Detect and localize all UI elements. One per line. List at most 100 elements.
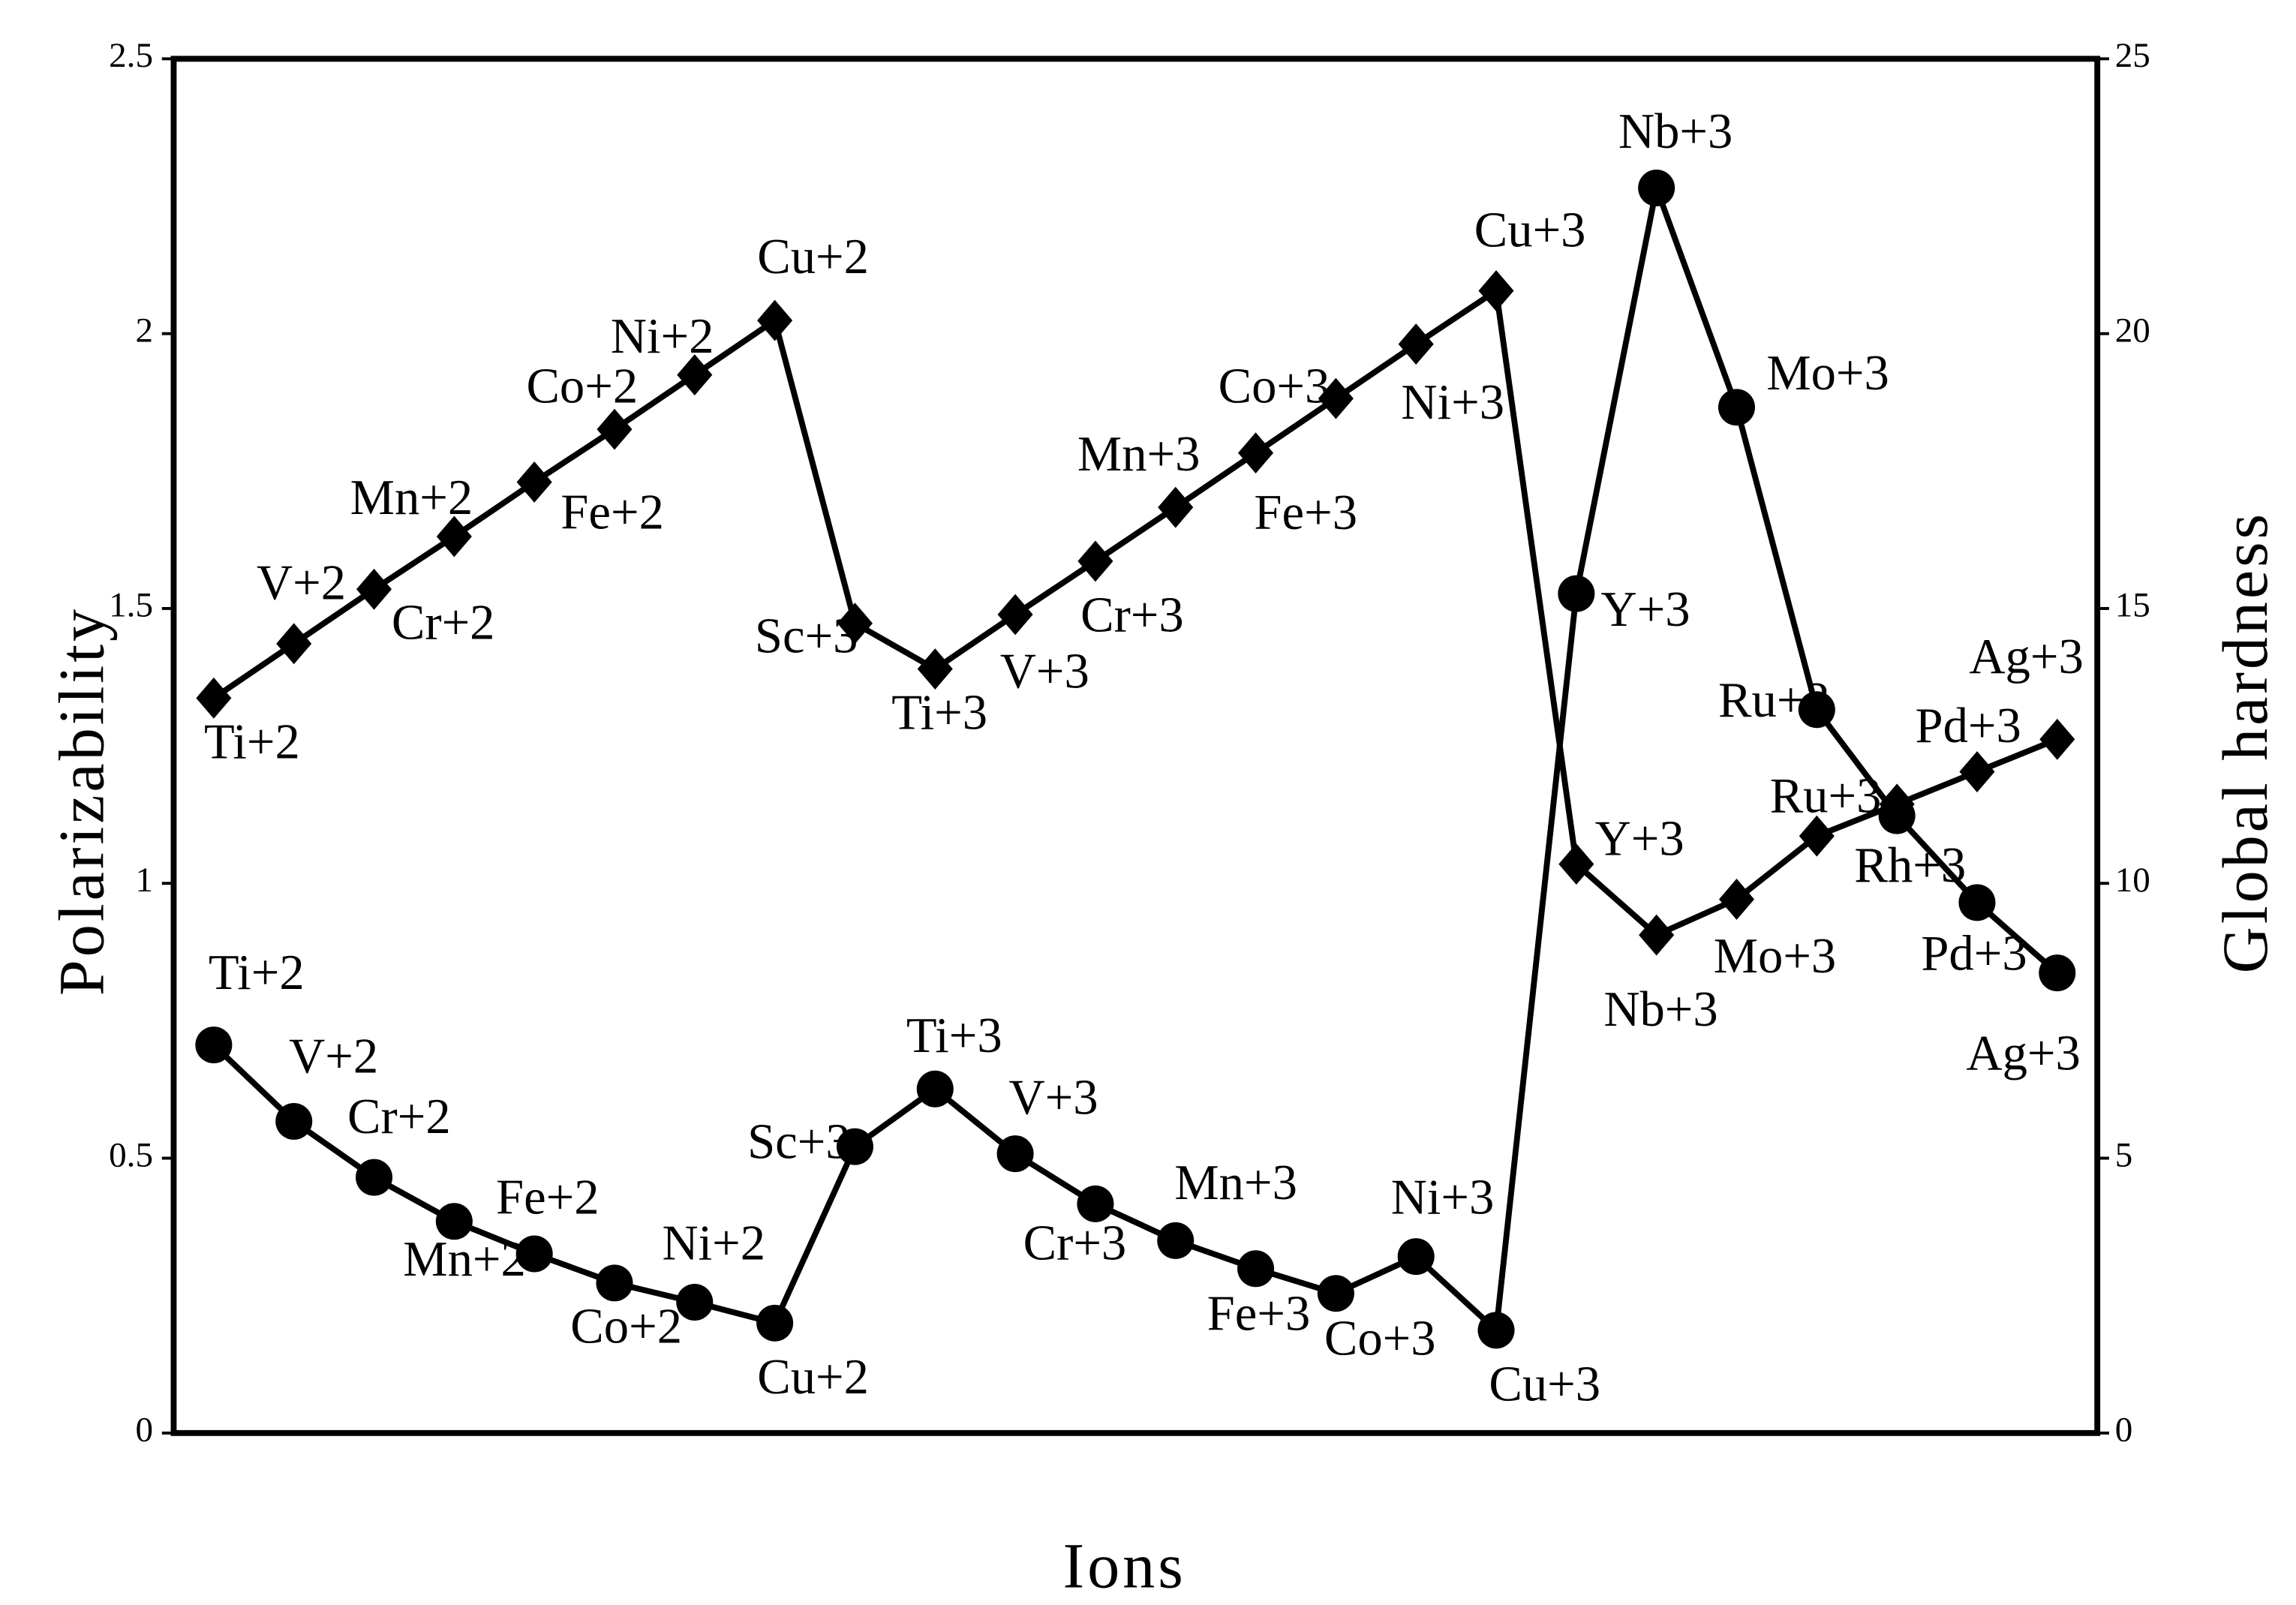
point-label: Mn+3 [1174, 1156, 1297, 1210]
point-label: Ni+2 [662, 1216, 765, 1270]
point-label: Nb+3 [1618, 104, 1733, 159]
diamond-marker [1879, 783, 1915, 825]
point-label: V+3 [1009, 1070, 1098, 1125]
y2-tick-label: 5 [2115, 1135, 2133, 1174]
point-label: Y+3 [1600, 582, 1690, 637]
point-label: V+2 [289, 1029, 378, 1084]
y-tick-label: 2 [135, 311, 153, 350]
y-tick-label: 0 [135, 1411, 153, 1450]
diamond-marker [1558, 843, 1594, 885]
y-tick-label: 2.5 [109, 36, 153, 75]
point-label: Pd+3 [1916, 699, 2021, 753]
point-label: Ti+2 [204, 714, 300, 769]
point-label: Cr+3 [1080, 588, 1184, 643]
diamond-marker [1639, 914, 1675, 956]
x-axis-title: Ions [1062, 1530, 1186, 1602]
diamond-marker [1318, 377, 1354, 419]
y2-tick-label: 25 [2115, 36, 2150, 75]
point-label: Ag+3 [1966, 1026, 2080, 1081]
circle-marker [1638, 170, 1675, 206]
circle-marker [676, 1283, 714, 1321]
point-label: Cu+3 [1474, 203, 1586, 257]
point-label: Fe+2 [496, 1171, 600, 1225]
point-label: Ru+3 [1718, 673, 1830, 728]
point-label: Fe+3 [1254, 485, 1357, 540]
circle-marker [596, 1264, 633, 1302]
diamond-marker [1799, 815, 1835, 857]
point-label: Rh+3 [1854, 838, 1966, 893]
point-label: Ti+3 [906, 1008, 1002, 1063]
point-label: Cr+2 [392, 596, 495, 651]
y2-tick-label: 0 [2115, 1411, 2133, 1450]
point-label: Ni+2 [611, 309, 714, 364]
diamond-marker [917, 648, 953, 690]
circle-marker [756, 1304, 794, 1342]
circle-marker [1077, 1185, 1114, 1222]
y-tick-label: 1 [135, 861, 153, 900]
point-label: V+3 [1000, 645, 1089, 699]
diamond-marker [356, 568, 392, 610]
circle-marker [996, 1135, 1034, 1173]
y2-tick-label: 15 [2115, 586, 2150, 625]
plot-frame [170, 56, 2101, 1436]
diamond-marker [2039, 718, 2075, 760]
point-label: Mo+3 [1766, 346, 1889, 401]
point-label: Cu+2 [757, 230, 869, 284]
circle-marker [1237, 1250, 1275, 1288]
circle-marker [836, 1128, 873, 1165]
point-label: Pd+3 [1921, 927, 2027, 981]
point-label: Co+3 [1324, 1312, 1436, 1366]
point-label: Fe+3 [1207, 1287, 1311, 1342]
circle-marker [275, 1102, 313, 1140]
circle-marker [1558, 575, 1595, 612]
point-label: Ru+3 [1770, 769, 1882, 824]
circle-marker [1317, 1275, 1354, 1312]
point-label: Mn+3 [1077, 427, 1201, 482]
circle-marker [916, 1070, 954, 1108]
circle-marker [435, 1203, 473, 1240]
point-label: Y+3 [1595, 811, 1684, 866]
circle-marker [515, 1235, 553, 1273]
circle-marker [1717, 389, 1756, 426]
diamond-marker [1959, 751, 1995, 792]
diamond-marker [196, 677, 232, 719]
y2-tick-label: 10 [2115, 861, 2150, 900]
point-label: Ti+3 [891, 685, 987, 740]
diamond-marker [436, 515, 472, 558]
diamond-marker [1478, 270, 1514, 311]
point-label: Sc+3 [747, 1114, 851, 1169]
point-label: Fe+2 [560, 485, 664, 540]
circle-marker [1397, 1238, 1435, 1276]
point-label: Cu+3 [1489, 1357, 1600, 1412]
point-label: Mn+2 [403, 1232, 526, 1287]
circle-marker [1798, 691, 1835, 729]
point-label: Mo+3 [1714, 929, 1837, 984]
point-label: Cr+2 [347, 1090, 451, 1144]
circle-marker [2039, 954, 2076, 992]
y-tick-label: 1.5 [109, 586, 153, 625]
point-label: Ti+2 [209, 945, 305, 1000]
point-label: Ni+3 [1391, 1171, 1495, 1225]
y2-axis-title: Global hardness [2209, 511, 2281, 973]
point-label: Cr+3 [1023, 1216, 1127, 1270]
y2-tick-label: 20 [2115, 311, 2150, 350]
diamond-marker [757, 299, 793, 341]
diamond-marker [1718, 879, 1755, 920]
point-label: Co+3 [1219, 359, 1330, 414]
point-label: Nb+3 [1603, 982, 1717, 1037]
point-label: V+2 [257, 556, 346, 611]
point-label: Ni+3 [1401, 375, 1504, 430]
diamond-marker [677, 354, 713, 396]
circle-marker [1958, 884, 1996, 921]
point-label: Sc+3 [755, 609, 858, 664]
point-label: Co+2 [570, 1300, 682, 1354]
point-label: Ag+3 [1969, 630, 2083, 684]
diamond-marker [1077, 540, 1113, 582]
y-axis-title: Polarizability [45, 606, 117, 996]
circle-marker [355, 1159, 393, 1196]
point-label: Cu+2 [757, 1350, 869, 1405]
point-label: Mn+2 [350, 470, 473, 525]
